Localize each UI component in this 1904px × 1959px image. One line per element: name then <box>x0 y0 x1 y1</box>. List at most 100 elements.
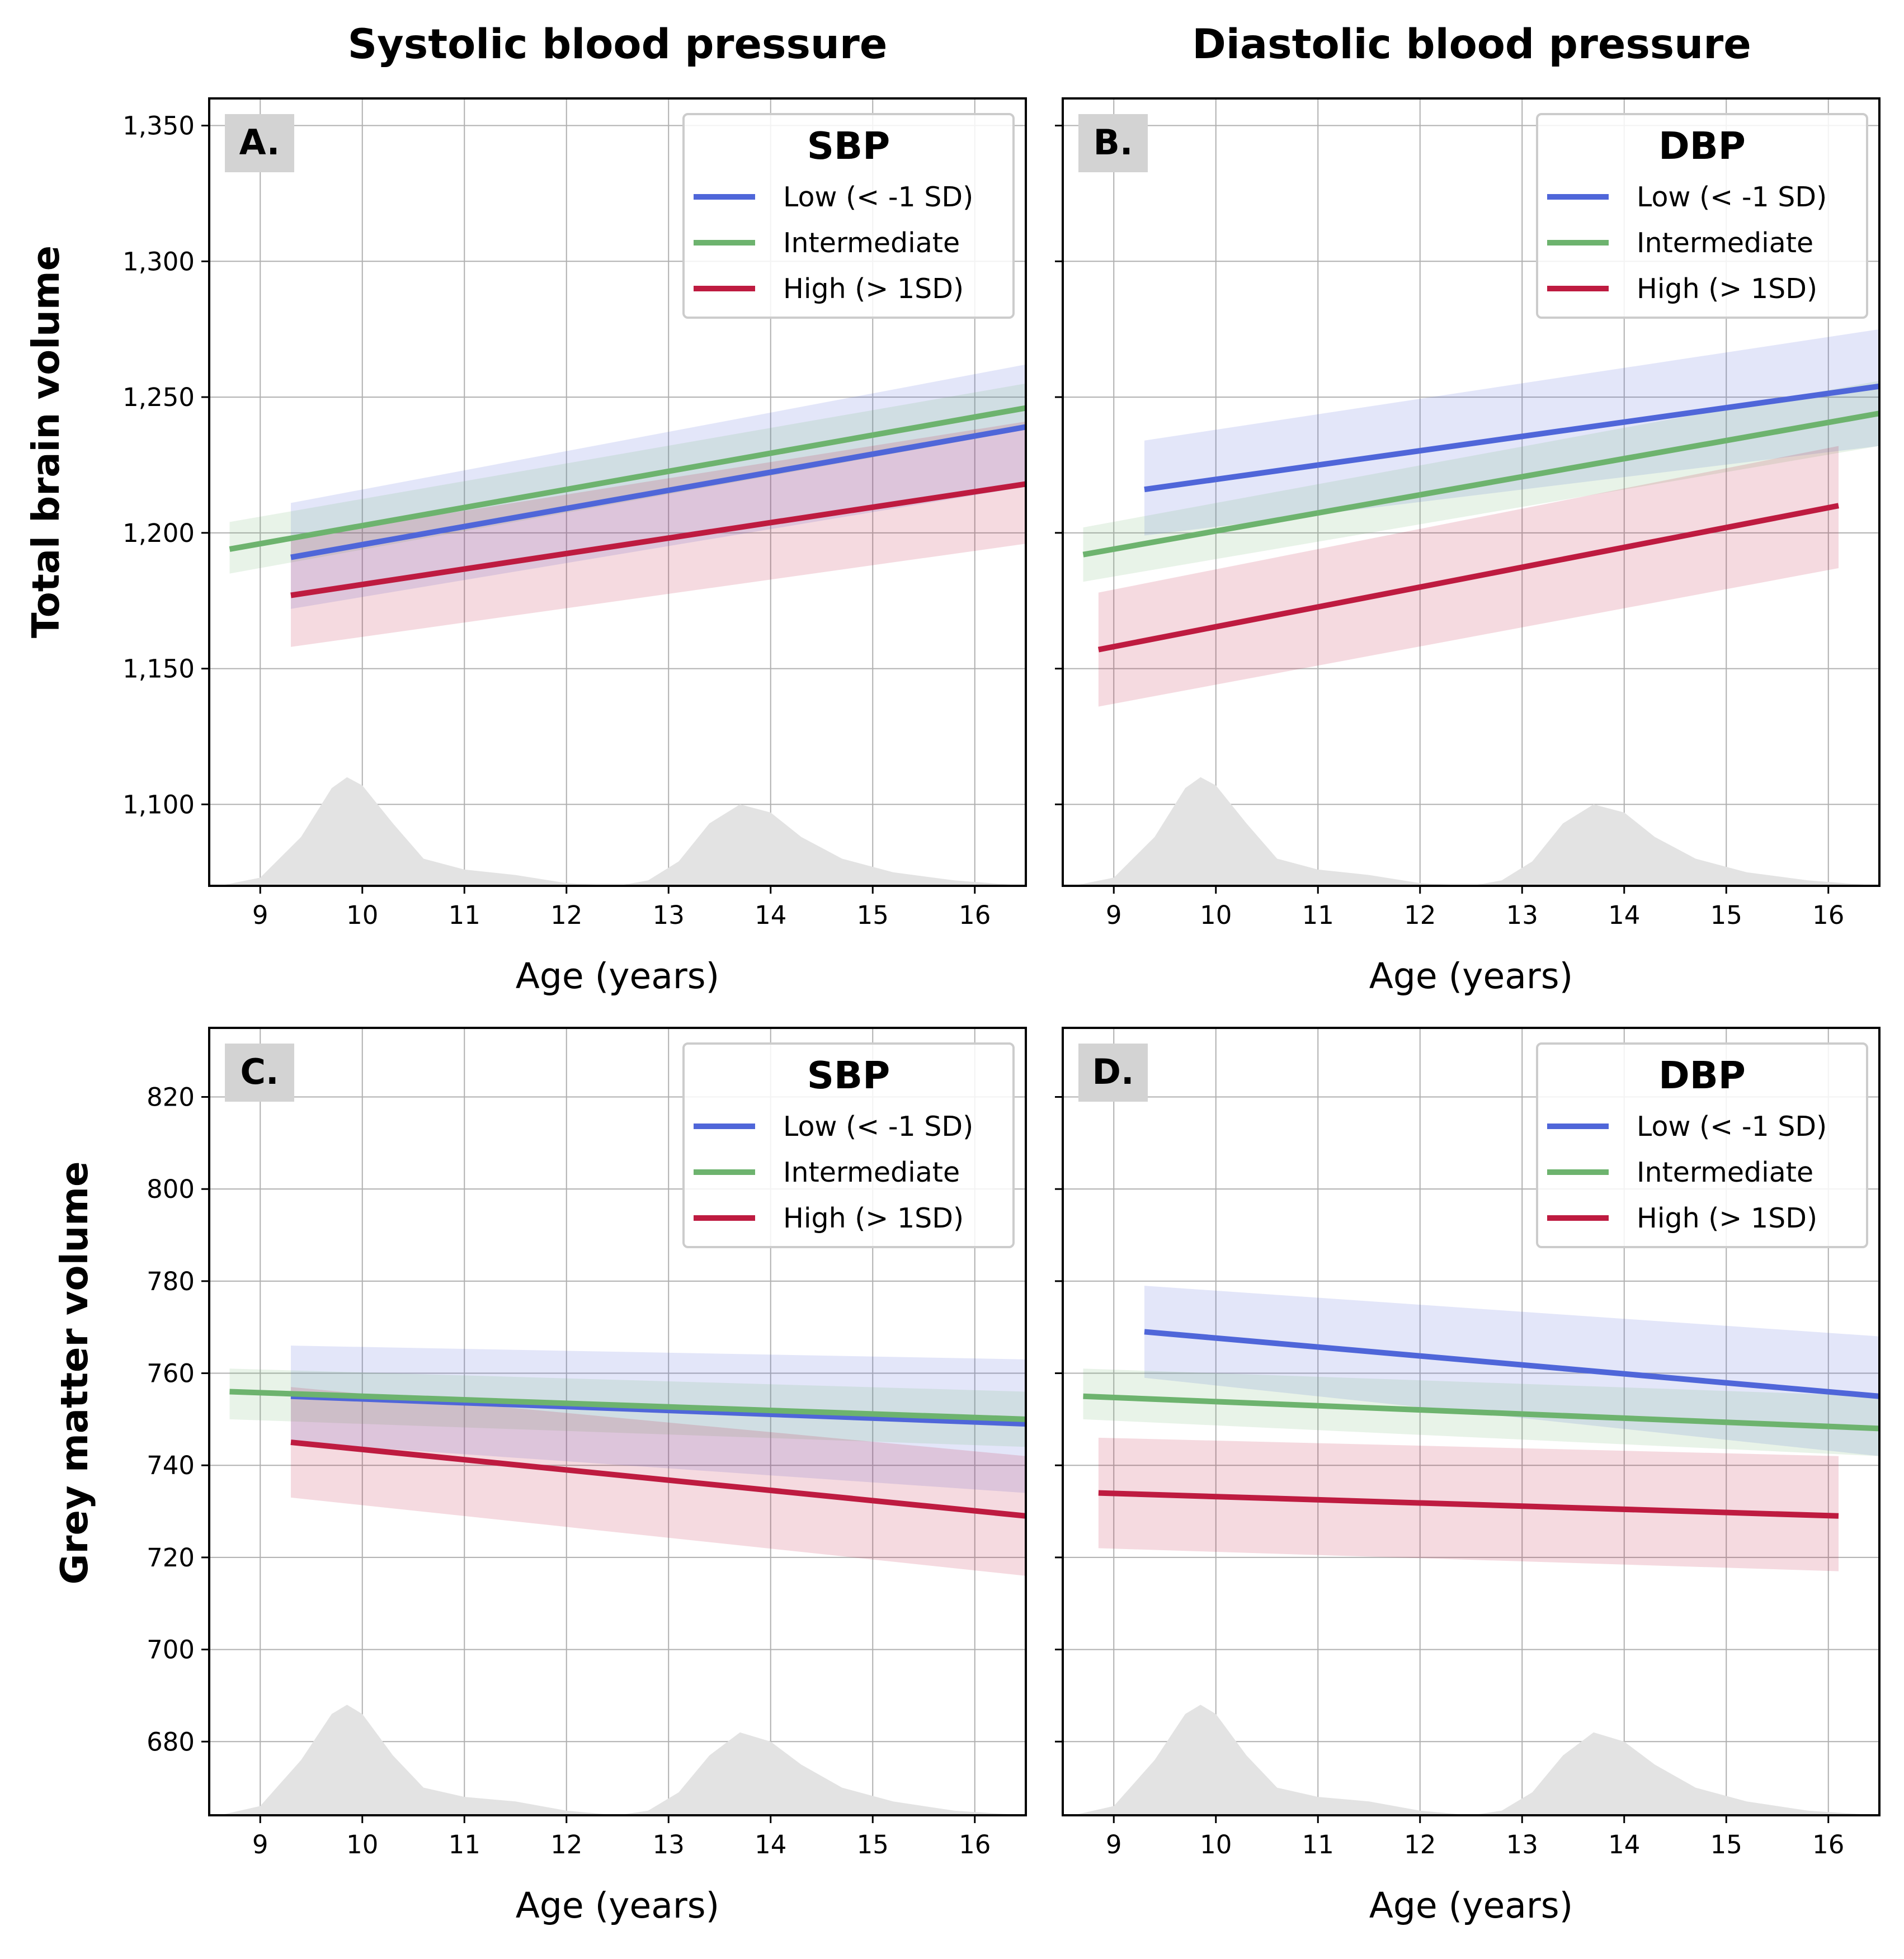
panel-letter: B. <box>1094 122 1133 163</box>
legend: DBP Low (< -1 SD) Intermediate High (> 1SD) <box>1536 113 1868 319</box>
confidence-band <box>291 364 1026 609</box>
x-tick-label: 16 <box>1812 1830 1844 1859</box>
x-tick-label: 14 <box>755 1830 786 1859</box>
column-title-diastolic: Diastolic blood pressure <box>1192 21 1751 68</box>
legend-box <box>1536 1042 1868 1248</box>
panels: 9 10 11 12 13 14 15 16 1,100 1,150 1,200 1,250 1,300… <box>122 97 1881 1926</box>
series-line <box>1097 503 1839 653</box>
x-tick-label: 9 <box>252 900 268 930</box>
legend-box <box>1536 113 1868 319</box>
age-density-area <box>219 777 1026 886</box>
y-tick-label: 1,300 <box>122 247 195 276</box>
x-tick-label: 10 <box>1200 1830 1232 1859</box>
legend-box <box>682 113 1015 319</box>
x-tick-label: 14 <box>1608 900 1640 930</box>
legend-entry: Low (< -1 SD) <box>783 1111 973 1143</box>
x-tick-label: 11 <box>1302 1830 1334 1859</box>
y-tick-label: 1,350 <box>122 111 195 141</box>
y-tick-label: 1,200 <box>122 518 195 548</box>
plot-area <box>1073 329 1879 886</box>
legend-entry: Intermediate <box>1637 1156 1813 1188</box>
plot-area <box>219 1346 1026 1815</box>
age-density-area <box>219 1705 1026 1815</box>
x-tick-label: 11 <box>449 1830 480 1859</box>
series-line <box>290 1439 1026 1519</box>
x-tick-label: 12 <box>1404 1830 1436 1859</box>
x-axis-label: Age (years) <box>516 1885 719 1926</box>
x-tick-label: 9 <box>252 1830 268 1859</box>
y-tick-label: 760 <box>147 1359 195 1389</box>
confidence-band <box>1144 329 1879 536</box>
y-tick-label: 1,150 <box>122 654 195 684</box>
x-tick-label: 16 <box>959 900 991 930</box>
legend: SBP Low (< -1 SD) Intermediate High (> 1SD) <box>682 1042 1015 1248</box>
x-tick-label: 15 <box>857 1830 889 1859</box>
legend-entry: Intermediate <box>783 1156 960 1188</box>
legend-title: SBP <box>807 124 890 168</box>
legend-entry: High (> 1SD) <box>783 1202 964 1234</box>
age-density-area <box>1073 1705 1879 1815</box>
y-tick-label: 740 <box>147 1451 195 1480</box>
legend-entry: Intermediate <box>1637 227 1813 259</box>
legend-title: DBP <box>1658 1054 1746 1097</box>
panel-letter: C. <box>240 1051 279 1092</box>
y-tick-label: 800 <box>147 1174 195 1204</box>
y-tick-label: 680 <box>147 1727 195 1757</box>
x-tick-label: 14 <box>1608 1830 1640 1859</box>
series-line <box>229 1389 1026 1422</box>
x-tick-label: 15 <box>1710 1830 1742 1859</box>
legend-entry: High (> 1SD) <box>783 273 964 305</box>
x-tick-label: 11 <box>449 900 480 930</box>
x-tick-label: 9 <box>1106 900 1122 930</box>
panel-c: 9 10 11 12 13 14 15 16 680 700 720 740 760 780 800 820 A… <box>147 1027 1027 1926</box>
legend-title: SBP <box>807 1054 890 1097</box>
legend-title: DBP <box>1658 124 1746 168</box>
series-line <box>290 424 1026 560</box>
series-line <box>1144 1329 1879 1399</box>
x-tick-label: 11 <box>1302 900 1334 930</box>
series-line <box>1083 1393 1879 1432</box>
x-tick-label: 10 <box>1200 900 1232 930</box>
x-axis-label: Age (years) <box>1369 1885 1573 1926</box>
panel-d: 9 10 11 12 13 14 15 16 Age (years) D. DBP Low (< -1… <box>1055 1027 1881 1926</box>
legend-entry: Low (< -1 SD) <box>783 181 973 213</box>
axes-frame <box>208 97 1027 887</box>
axes-frame <box>1062 97 1881 887</box>
axes-frame <box>208 1027 1027 1816</box>
x-tick-label: 13 <box>653 1830 685 1859</box>
x-tick-label: 15 <box>857 900 889 930</box>
age-density-area <box>1073 777 1879 886</box>
x-tick-label: 14 <box>755 900 786 930</box>
x-tick-label: 9 <box>1106 1830 1122 1859</box>
legend-box <box>682 1042 1015 1248</box>
x-tick-label: 16 <box>1812 900 1844 930</box>
x-tick-label: 12 <box>550 900 582 930</box>
y-tick-label: 720 <box>147 1543 195 1573</box>
series-line <box>1144 383 1879 493</box>
legend-entry: Intermediate <box>783 227 960 259</box>
y-tick-label: 1,250 <box>122 383 195 412</box>
column-title-systolic: Systolic blood pressure <box>348 21 888 68</box>
x-tick-label: 10 <box>346 900 378 930</box>
x-axis-label: Age (years) <box>516 956 719 997</box>
x-tick-label: 15 <box>1710 900 1742 930</box>
panel-b: 9 10 11 12 13 14 15 16 Age (years) B. DBP Low (< -1… <box>1055 97 1881 997</box>
panel-letter-box <box>225 1044 294 1102</box>
series-line <box>290 481 1026 598</box>
legend: SBP Low (< -1 SD) Intermediate High (> 1SD) <box>682 113 1015 319</box>
row-label-grey-matter: Grey matter volume <box>53 1162 96 1585</box>
legend-entry: High (> 1SD) <box>1637 1202 1817 1234</box>
legend-entry: Low (< -1 SD) <box>1637 181 1827 213</box>
panel-letter: D. <box>1092 1051 1134 1092</box>
x-tick-label: 12 <box>1404 900 1436 930</box>
y-tick-label: 780 <box>147 1267 195 1296</box>
plot-area <box>1073 1286 1879 1815</box>
series-line <box>1098 1490 1839 1519</box>
series-line <box>1082 410 1879 558</box>
x-tick-label: 12 <box>550 1830 582 1859</box>
panel-letter: A. <box>239 122 280 163</box>
y-tick-label: 1,100 <box>122 790 195 819</box>
series-line <box>290 1393 1026 1427</box>
x-tick-label: 10 <box>346 1830 378 1859</box>
